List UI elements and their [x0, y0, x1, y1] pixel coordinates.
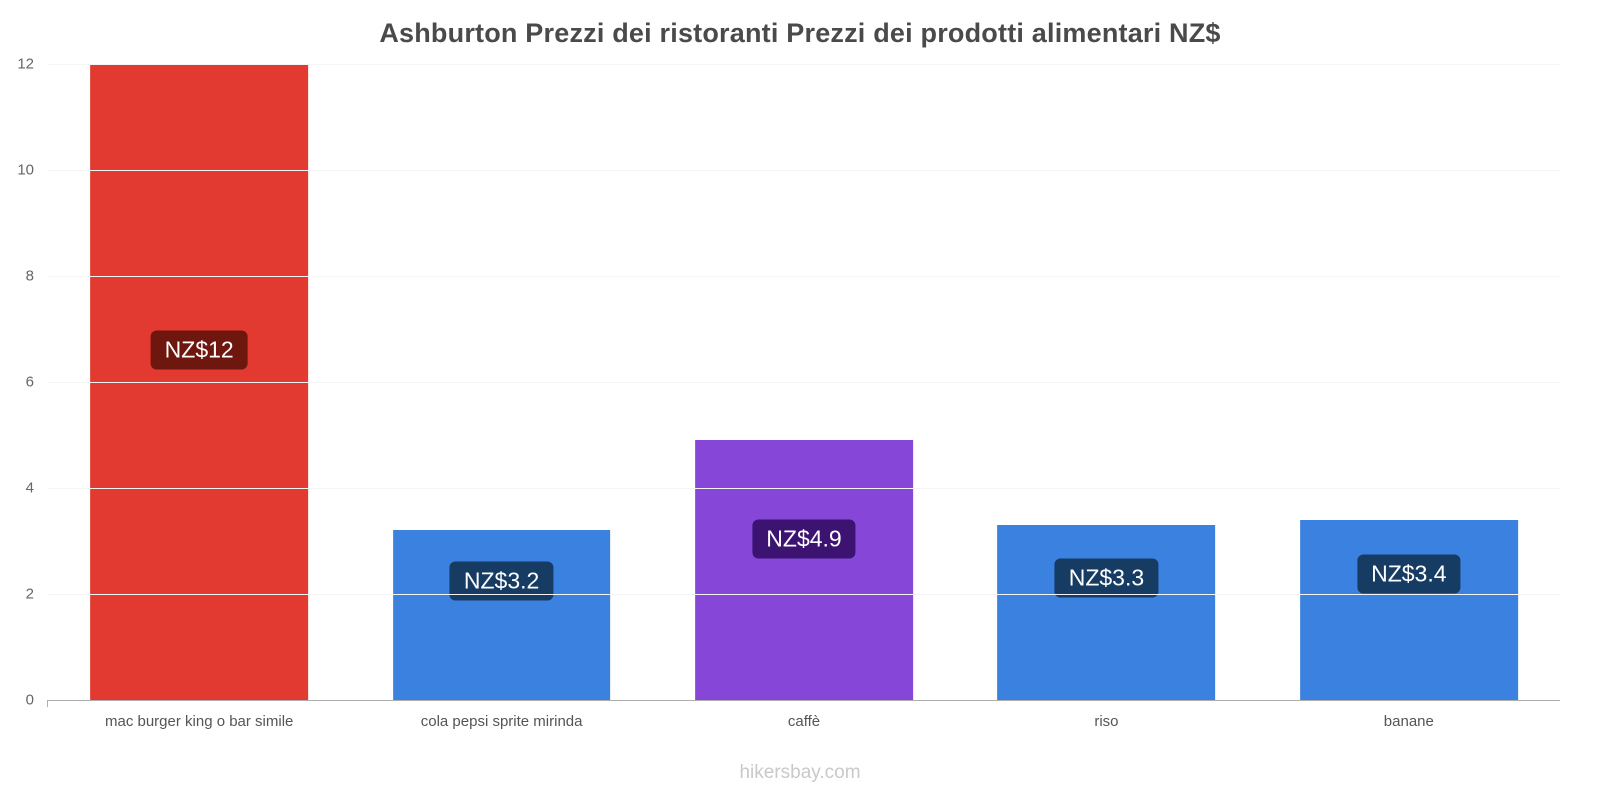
- bar: NZ$4.9: [695, 440, 913, 700]
- bar: NZ$3.4: [1299, 519, 1518, 700]
- gridline: [48, 170, 1560, 171]
- bar-value-label: NZ$4.9: [752, 519, 856, 559]
- y-axis-tick-stub: [47, 700, 48, 707]
- x-category-label: riso: [1094, 713, 1119, 730]
- bar-value-label: NZ$3.4: [1357, 554, 1461, 594]
- x-category-label: caffè: [787, 713, 821, 730]
- bar-value-label: NZ$3.3: [1054, 558, 1159, 598]
- x-category-label: cola pepsi sprite mirinda: [420, 713, 583, 730]
- bar: NZ$3.2: [392, 530, 611, 700]
- y-tick-label: 8: [25, 267, 34, 285]
- y-tick-label: 2: [25, 585, 34, 603]
- gridline: [48, 64, 1560, 65]
- watermark-text: hikersbay.com: [739, 762, 861, 783]
- x-axis-baseline: [48, 700, 1560, 701]
- plot-area: NZ$12 NZ$3.2 NZ$4.9 NZ$3.3 NZ$3.4: [47, 64, 1560, 707]
- gridline: [48, 488, 1560, 489]
- gridline: [48, 382, 1560, 383]
- chart-title: Ashburton Prezzi dei ristoranti Prezzi d…: [379, 18, 1221, 48]
- y-axis: 0 2 4 6 8 10 12: [0, 56, 40, 709]
- bar-value-label: NZ$12: [150, 330, 248, 370]
- x-category-label: banane: [1383, 713, 1434, 730]
- bar-column: NZ$4.9: [653, 64, 955, 700]
- bar-column: NZ$3.3: [955, 64, 1257, 700]
- category-axis: mac burger king o bar simile cola pepsi s…: [48, 713, 1560, 730]
- bar: NZ$3.3: [997, 525, 1216, 700]
- y-tick-label: 0: [25, 691, 34, 709]
- gridline: [48, 594, 1560, 595]
- y-tick-label: 6: [25, 373, 34, 391]
- bar-column: NZ$3.4: [1258, 64, 1560, 700]
- y-tick-label: 10: [17, 161, 34, 179]
- x-category-label: mac burger king o bar simile: [104, 713, 294, 730]
- y-tick-label: 4: [25, 479, 34, 497]
- y-tick-label: 12: [17, 55, 34, 73]
- gridline: [48, 276, 1560, 277]
